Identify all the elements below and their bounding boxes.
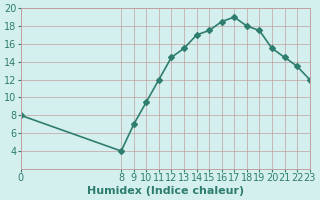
X-axis label: Humidex (Indice chaleur): Humidex (Indice chaleur)	[87, 186, 244, 196]
